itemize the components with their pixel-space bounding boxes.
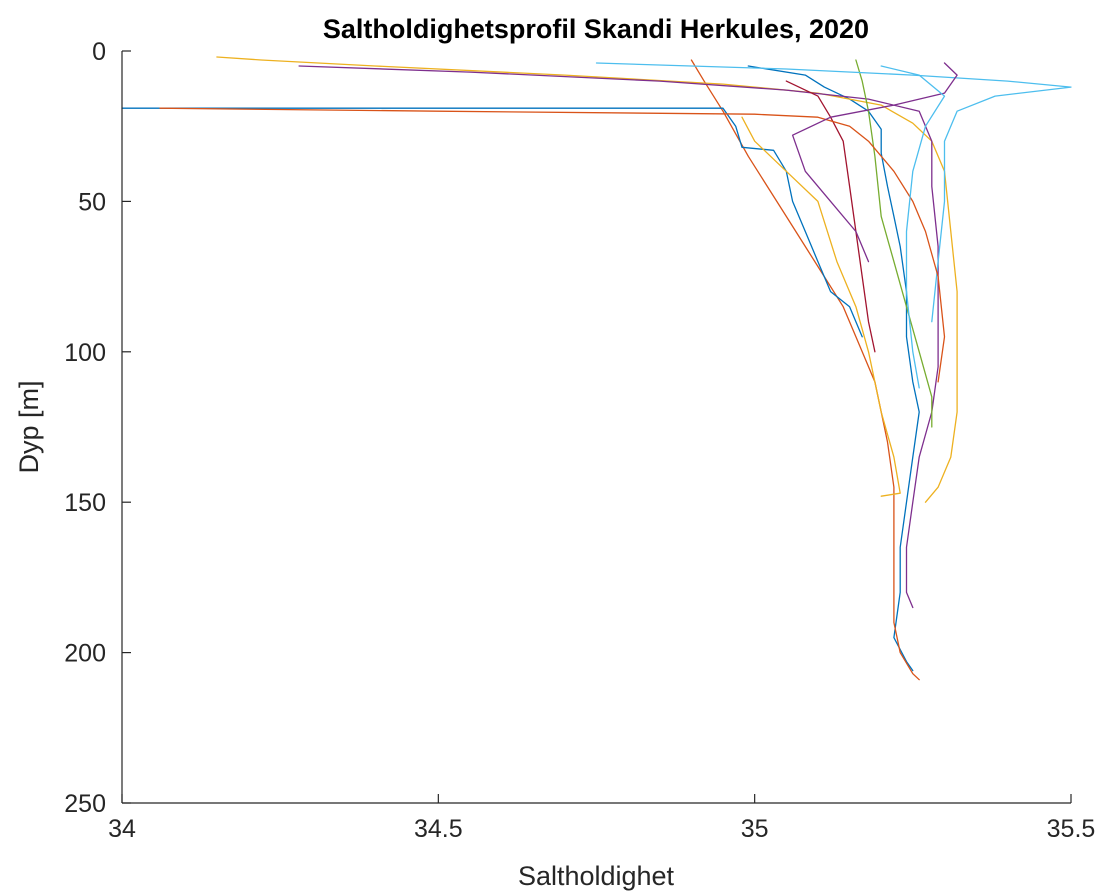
- x-tick-label: 35: [741, 815, 769, 843]
- x-tick-label: 35.5: [1047, 815, 1096, 843]
- x-ticks: 34 34.5 35 35.5: [108, 794, 1095, 843]
- y-axis-label: Dyp [m]: [14, 380, 44, 473]
- series-layer: [121, 56, 1072, 681]
- y-tick-label: 150: [64, 489, 106, 517]
- x-tick-label: 34.5: [414, 815, 463, 843]
- salinity-profile-7: [785, 80, 876, 353]
- y-ticks: 0 50 100 150 200 250: [64, 38, 131, 818]
- salinity-profile-5: [855, 59, 933, 428]
- x-axis-label: Saltholdighet: [518, 861, 675, 891]
- salinity-profile-11: [791, 62, 958, 263]
- salinity-profile-10: [741, 116, 901, 497]
- chart-title: Saltholdighetsprofil Skandi Herkules, 20…: [323, 14, 869, 44]
- x-tick-label: 34: [108, 815, 136, 843]
- salinity-profile-3: [216, 56, 958, 503]
- y-tick-label: 200: [64, 640, 106, 668]
- y-tick-label: 100: [64, 339, 106, 367]
- salinity-profile-12: [880, 65, 946, 389]
- salinity-profile-4: [298, 65, 939, 609]
- y-tick-label: 50: [78, 188, 106, 216]
- y-tick-label: 0: [92, 38, 106, 66]
- salinity-profile-6: [595, 62, 1072, 323]
- salinity-profile-8: [121, 107, 863, 338]
- salinity-profile-9: [159, 107, 946, 383]
- salinity-profile-2: [690, 59, 920, 681]
- y-tick-label: 250: [64, 790, 106, 818]
